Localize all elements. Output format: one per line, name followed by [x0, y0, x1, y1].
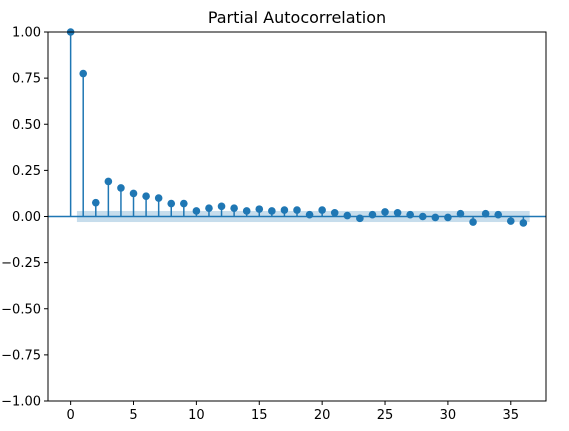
data-point — [154, 194, 163, 202]
y-axis-ticks: 1.00 0.75 0.50 0.25 0.00 −0.25 −0.50 −0.75 −1.00 — [1, 26, 48, 410]
data-point — [180, 199, 188, 208]
data-point — [217, 202, 226, 211]
y-tick-label: 0.00 — [12, 210, 41, 225]
data-point — [205, 204, 213, 212]
x-tick-label: 30 — [440, 408, 457, 423]
y-tick-label: 0.75 — [12, 72, 41, 87]
y-tick-label: 0.50 — [12, 118, 41, 133]
x-axis-ticks: 0 5 10 15 20 25 30 35 — [66, 401, 519, 423]
data-point — [142, 192, 150, 201]
data-point — [255, 205, 264, 213]
y-tick-label: −0.75 — [1, 348, 41, 363]
data-point — [406, 210, 414, 219]
data-point — [129, 189, 138, 198]
data-point — [343, 211, 352, 220]
data-point — [318, 206, 326, 214]
data-point — [242, 207, 251, 215]
data-point — [368, 210, 377, 219]
data-point — [230, 204, 238, 212]
data-point — [356, 214, 364, 223]
data-point — [381, 208, 389, 216]
data-point — [280, 206, 289, 214]
data-point — [469, 218, 477, 226]
data-point — [192, 207, 201, 215]
data-point — [330, 209, 339, 217]
stem-layer — [69, 32, 525, 223]
data-point — [293, 206, 301, 214]
y-tick-label: 1.00 — [12, 26, 41, 41]
x-tick-label: 35 — [503, 408, 520, 423]
x-tick-label: 5 — [129, 408, 137, 423]
data-point — [506, 217, 515, 225]
chart-title: Partial Autocorrelation — [208, 8, 386, 27]
x-tick-label: 0 — [66, 408, 74, 423]
data-point — [79, 69, 88, 78]
data-point — [104, 177, 113, 186]
x-tick-label: 20 — [314, 408, 331, 423]
x-tick-label: 15 — [251, 408, 268, 423]
x-tick-label: 10 — [188, 408, 205, 423]
data-point — [393, 209, 402, 217]
y-tick-label: −0.25 — [1, 256, 41, 271]
data-point — [444, 213, 452, 222]
data-point — [167, 199, 176, 208]
y-tick-label: −1.00 — [1, 395, 41, 410]
x-tick-label: 25 — [377, 408, 394, 423]
data-point — [494, 210, 503, 219]
y-tick-label: 0.25 — [12, 164, 41, 179]
data-point — [431, 213, 440, 222]
data-point — [268, 207, 276, 215]
data-point — [418, 212, 427, 221]
data-point — [519, 219, 528, 227]
data-point — [305, 210, 314, 219]
data-point — [117, 184, 125, 192]
marker-layer — [66, 28, 528, 227]
data-point — [91, 198, 100, 207]
y-tick-label: −0.50 — [1, 302, 41, 317]
data-point — [456, 209, 465, 218]
data-point — [481, 209, 490, 218]
